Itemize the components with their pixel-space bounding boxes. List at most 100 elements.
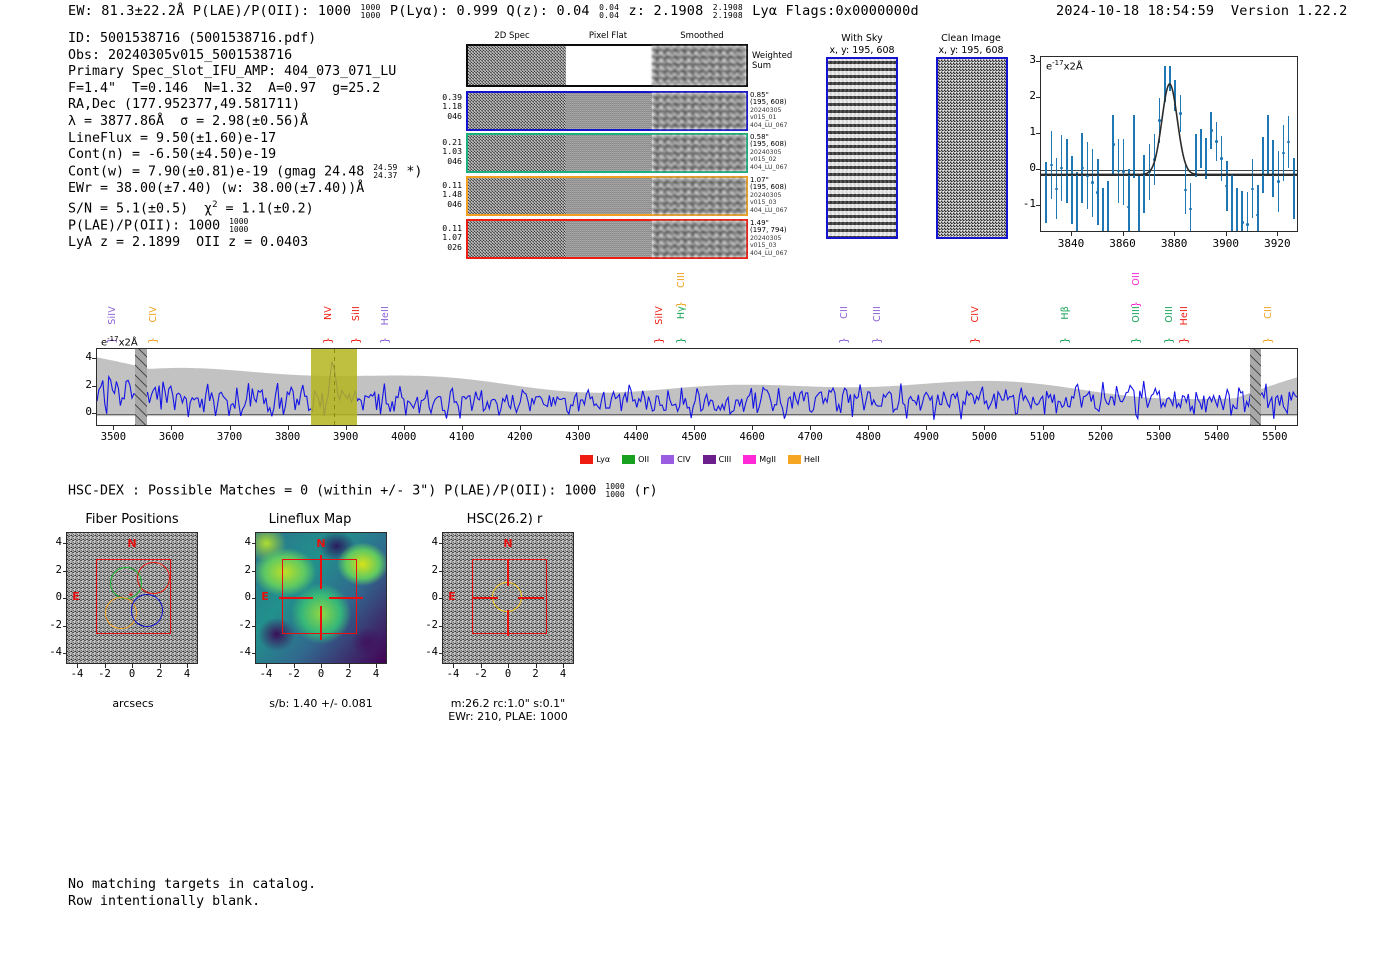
- info-sn-post: = 1.1(±0.2): [217, 201, 314, 217]
- spectrum-xtick: 3600: [158, 431, 185, 443]
- full-spectrum-plot: e-17x2Å: [96, 335, 1298, 426]
- spectrum-xtick: 5200: [1087, 431, 1114, 443]
- spectrum-ytick: 4: [85, 349, 92, 363]
- hsc-dex-summary: HSC-DEX : Possible Matches = 0 (within +…: [68, 482, 658, 499]
- header-summary-part4: Lyα Flags:0x0000000d: [743, 3, 919, 19]
- emission-line-brace: {: [675, 337, 689, 344]
- row2-label-2: 046: [447, 155, 462, 166]
- spectrum-xtick: 4600: [739, 431, 765, 443]
- lineflux-cross-right: [328, 597, 363, 599]
- spectrum-ytick: 2: [85, 377, 92, 391]
- footer-line-2: Row intentionally blank.: [68, 894, 261, 909]
- emission-line-label: CIII: [676, 272, 688, 288]
- info-lineflux: LineFlux = 9.50(±1.60)e-17: [68, 130, 277, 146]
- row1-visit: v015_01: [750, 114, 777, 122]
- legend-swatch: [661, 454, 675, 464]
- panel-xtick: 2: [532, 668, 539, 680]
- emission-line-brace: {: [1163, 337, 1177, 344]
- footer-line-1: No matching targets in catalog.: [68, 877, 317, 892]
- montage-column-pixel-flat: Pixel Flat: [588, 31, 628, 41]
- montage-row-3: [466, 176, 748, 216]
- weighted-sum-line2: Sum: [752, 61, 772, 71]
- spectrum-xtick: 5400: [1204, 431, 1230, 443]
- row3-label-1: 1.48: [442, 189, 462, 200]
- info-cont-w: Cont(w) = 7.90(±0.81)e-19 (gmag 24.48 24…: [68, 163, 422, 181]
- clean-image-image: [936, 57, 1008, 239]
- row2-amp: 404_LU_067: [750, 163, 788, 171]
- spectrum-xtick: 4000: [391, 431, 417, 443]
- spectrum-xtick: 4100: [449, 431, 475, 443]
- cell-2dspec-1: [468, 93, 566, 129]
- spectrum-xtick: 3900: [333, 431, 359, 443]
- montage-row-4: [466, 219, 748, 259]
- cell-2dspec-4: [468, 221, 566, 257]
- emission-line-label: HeII: [380, 306, 392, 326]
- info-lambda-sigma: λ = 3877.86Å σ = 2.98(±0.56)Å: [68, 113, 309, 129]
- row3-label-0: 0.11: [442, 180, 462, 190]
- panel-xtick: -2: [98, 668, 111, 680]
- emission-line-brace: {: [1058, 337, 1072, 344]
- line-fit-xtick: 3840: [1057, 237, 1085, 250]
- spectrum-legend: Lyα OII CIV CIII MgII HeII: [0, 452, 1400, 466]
- emission-line-label: CII: [1262, 306, 1274, 319]
- panel-xtick: -4: [70, 668, 84, 680]
- panel-xtick: 2: [156, 668, 163, 680]
- panel-ytick: -4: [425, 646, 438, 658]
- row2-visit: v015_02: [750, 156, 777, 164]
- hsc-dex-pre: HSC-DEX : Possible Matches = 0 (within +…: [68, 483, 605, 499]
- montage-row-weighted-sum: [466, 44, 748, 87]
- legend-swatch: [787, 454, 801, 464]
- emission-line-label: OIII: [1130, 306, 1142, 323]
- row2-right-labels: 0.58" (195, 608) 20240305 v015_02 404_LU…: [750, 133, 810, 171]
- row1-amp: 404_LU_067: [750, 121, 788, 129]
- row4-amp: 404_LU_067: [750, 249, 788, 257]
- line-fit-xtick: 3900: [1212, 237, 1240, 250]
- row3-date: 20240305: [750, 191, 782, 199]
- with-sky-title-block: With Sky x, y: 195, 608: [818, 33, 906, 56]
- panel-ytick: -4: [49, 646, 62, 658]
- chi2-exponent: 2: [212, 200, 218, 211]
- panel-ytick: -2: [49, 618, 62, 631]
- hsc-cross-right: [518, 597, 545, 599]
- emission-line-label: SiIV: [654, 306, 666, 325]
- plae-fraction: 1000 1000: [360, 3, 380, 20]
- row4-label-0: 0.11: [442, 223, 462, 233]
- row3-left-labels: 0.11 1.48 046: [432, 180, 462, 209]
- emission-line-label: NV: [323, 306, 335, 321]
- row4-left-labels: 0.11 1.07 026: [432, 223, 462, 252]
- cell-2dspec-sum: [468, 46, 566, 85]
- fiber-ifu-box: [95, 559, 171, 635]
- info-ewr: EWr = 38.00(±7.40) (w: 38.00(±7.40))Å: [68, 180, 365, 196]
- legend-item: OII: [622, 454, 649, 464]
- row4-label-2: 026: [447, 241, 462, 252]
- spectrum-xtick: 4400: [623, 431, 649, 443]
- line-fit-ytick: 0: [1029, 161, 1036, 175]
- hsc-ifu-box: [471, 559, 547, 635]
- hsc-dex-post: (r): [625, 483, 658, 499]
- panel-xtick: 4: [183, 668, 191, 680]
- spectrum-masked-region: [134, 349, 147, 425]
- info-sn-pre: S/N = 5.1(±0.5) χ: [68, 201, 213, 217]
- row3-amp: 404_LU_067: [750, 206, 788, 214]
- info-id: ID: 5001538716 (5001538716.pdf): [68, 31, 317, 46]
- panel-xtick: 0: [128, 668, 136, 680]
- spectrum-xtick: 4500: [681, 431, 707, 443]
- spectrum-xtick: 4200: [507, 431, 533, 443]
- z-denominator: 2.1908: [712, 10, 743, 20]
- gmag-fraction: 24.59 24.37: [373, 163, 397, 180]
- header-timestamp-block: 2024-10-18 18:54:59 Version 1.22.2: [1056, 3, 1347, 19]
- legend-swatch: [702, 454, 716, 464]
- clean-image-title: Clean Image: [941, 33, 1001, 44]
- spectrum-highlight-line: [333, 349, 336, 425]
- compass-east-lineflux: E: [261, 590, 269, 604]
- legend-label: CIV: [677, 454, 691, 464]
- clean-image-title-block: Clean Image x, y: 195, 608: [920, 33, 1022, 56]
- line-fit-xtick: 3880: [1160, 237, 1188, 250]
- row3-label-2: 046: [447, 198, 462, 209]
- spectrum-units-exp: -17: [107, 335, 119, 343]
- lineflux-cross-top: [320, 555, 322, 589]
- z-fraction: 2.1908 2.1908: [712, 3, 743, 20]
- emission-line-label: OII: [1130, 272, 1142, 286]
- header-summary: EW: 81.3±22.2Å P(LAE)/P(OII): 1000 1000 1…: [68, 3, 919, 20]
- legend-item: MgII: [743, 454, 776, 464]
